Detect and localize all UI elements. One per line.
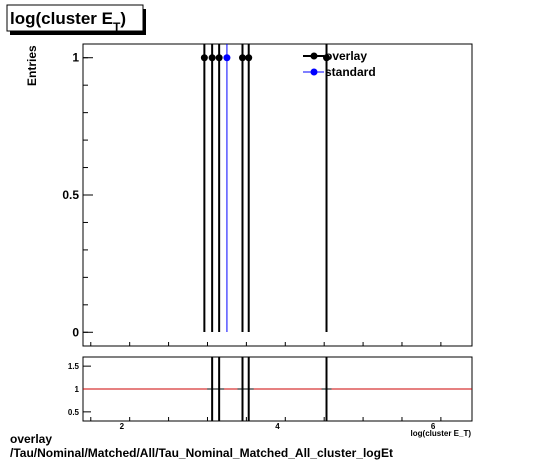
ratio-y-tick-label: 1.5 <box>68 362 80 371</box>
main-axes: 00.51 <box>62 51 442 346</box>
ratio-x-tick-label: 4 <box>275 422 280 431</box>
overlay-data-point <box>238 54 246 62</box>
main-y-tick-label: 1 <box>72 51 79 65</box>
legend-marker-overlay <box>310 52 318 60</box>
main-series-lines <box>203 44 328 332</box>
footer-line-2: /Tau/Nominal/Matched/All/Tau_Nominal_Mat… <box>10 446 393 460</box>
chart-title: log(cluster ET) <box>10 9 126 34</box>
ratio-y-tick-label: 0.5 <box>68 408 80 417</box>
legend-label-standard: standard <box>325 65 376 79</box>
overlay-data-point <box>215 54 223 62</box>
y-axis-label: Entries <box>25 45 39 86</box>
overlay-data-point <box>245 54 253 62</box>
main-series-points <box>200 54 331 62</box>
legend-marker-standard <box>310 68 318 76</box>
standard-data-point <box>223 54 231 62</box>
ratio-x-tick-label: 6 <box>431 422 436 431</box>
title-box: log(cluster ET) <box>6 4 146 35</box>
main-y-tick-label: 0 <box>72 325 79 339</box>
ratio-y-tick-label: 1 <box>75 385 80 394</box>
overlay-data-point <box>323 54 331 62</box>
ratio-axes: 0.5 1 1.5 2 4 6 <box>68 362 442 431</box>
main-y-tick-label: 0.5 <box>62 188 79 202</box>
ratio-x-tick-label: 2 <box>120 422 125 431</box>
x-axis-label: log(cluster E_T) <box>411 429 472 438</box>
legend: overlay standard <box>303 49 376 79</box>
main-plot-frame <box>82 43 473 347</box>
legend-label-overlay: overlay <box>325 49 367 63</box>
overlay-data-point <box>200 54 208 62</box>
ratio-series <box>83 357 472 421</box>
footer-line-1: overlay <box>10 432 53 446</box>
overlay-data-point <box>208 54 216 62</box>
